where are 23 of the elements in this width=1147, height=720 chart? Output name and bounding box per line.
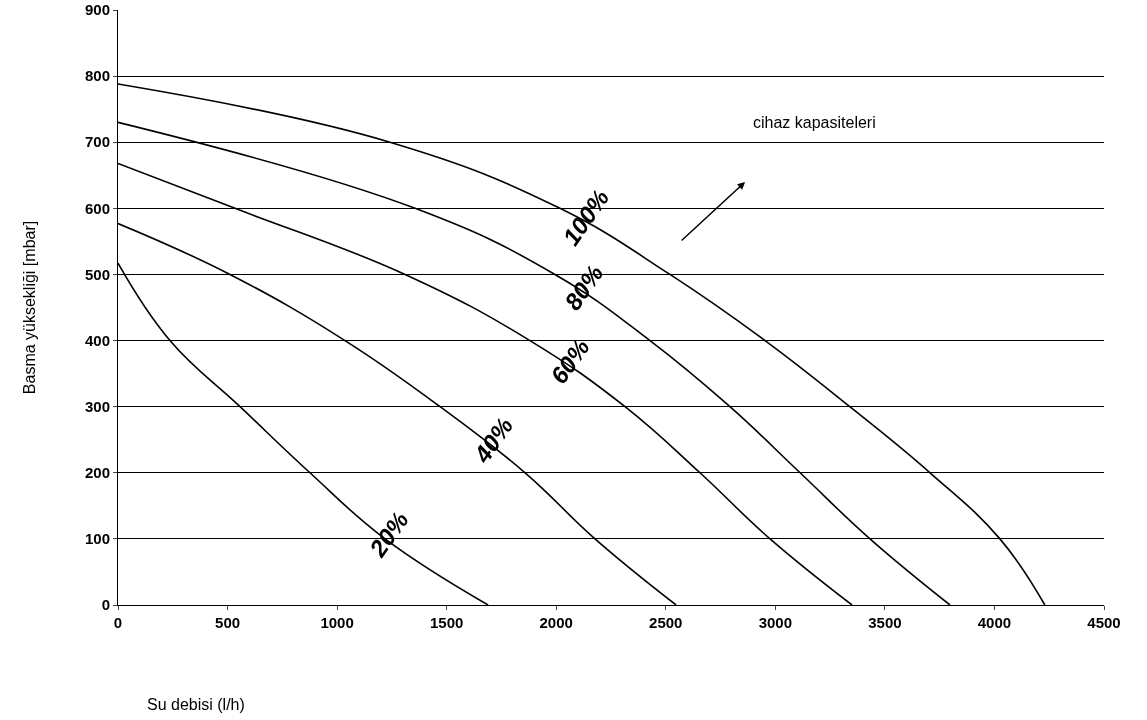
y-tick-label: 0 [101,596,110,614]
y-tick-label: 400 [84,331,110,349]
y-tick-label: 300 [84,397,110,415]
x-axis-title: Su debisi (l/h) [147,696,245,713]
x-tick-label: 4500 [1087,614,1121,631]
y-tick-label: 500 [84,265,110,283]
x-tick-label: 500 [215,614,241,631]
x-tick-label: 2500 [649,614,683,631]
y-tick-label: 600 [84,199,110,217]
x-tick-label: 2000 [539,614,573,631]
y-tick-label: 100 [84,530,110,548]
annotation: cihaz kapasiteleri [753,114,876,131]
y-axis-title: Basma yüksekliği [mbar] [20,220,38,395]
x-tick-label: 0 [113,614,123,631]
x-tick-label: 3000 [758,614,793,631]
y-tick-label: 200 [84,464,110,482]
y-tick-label: 700 [84,133,110,151]
y-tick-label: 900 [84,1,110,19]
y-tick-label: 800 [84,67,110,85]
x-tick-label: 3500 [868,614,902,631]
x-tick-label: 1500 [429,614,464,631]
x-tick-label: 4000 [977,614,1012,631]
x-tick-label: 1000 [320,614,354,631]
